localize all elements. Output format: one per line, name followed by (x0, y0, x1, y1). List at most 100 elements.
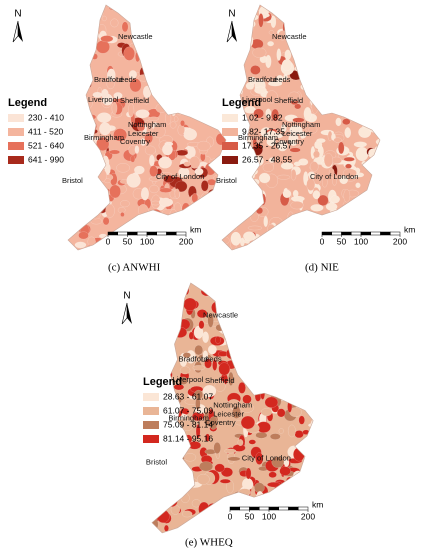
region (196, 473, 210, 485)
region (268, 377, 275, 387)
region (345, 66, 352, 77)
region (333, 44, 343, 49)
region (238, 488, 251, 496)
city-label: Leeds (270, 75, 291, 84)
region (329, 26, 342, 34)
scale-label: 200 (393, 236, 407, 246)
region (288, 91, 300, 102)
city-label: Sheffield (205, 376, 235, 385)
region (336, 86, 350, 93)
region (327, 102, 341, 111)
legend-label: 28.63 - 61.07 (163, 391, 213, 401)
region (302, 79, 312, 91)
region (68, 35, 73, 40)
scale-label: 100 (140, 236, 154, 246)
region (274, 295, 283, 309)
region (226, 347, 239, 360)
legend-swatch (8, 142, 24, 150)
region (199, 26, 206, 38)
region (181, 420, 194, 432)
region (193, 325, 204, 339)
region (102, 217, 110, 226)
region (266, 130, 278, 141)
region (74, 241, 87, 249)
region (285, 298, 296, 306)
region (279, 333, 287, 342)
region (253, 244, 264, 250)
region (228, 219, 239, 225)
region (195, 112, 202, 117)
region (335, 117, 342, 127)
region (368, 61, 380, 76)
region (353, 72, 363, 87)
region (144, 220, 156, 229)
region (202, 88, 213, 103)
region (148, 6, 159, 11)
region (263, 335, 278, 349)
region (215, 199, 226, 213)
region (230, 231, 242, 246)
region (209, 416, 218, 430)
scale-segment (341, 231, 352, 236)
region (152, 345, 158, 353)
region (214, 463, 225, 473)
region (237, 439, 244, 446)
scale-label: 50 (245, 511, 255, 521)
region (347, 26, 358, 40)
region (132, 10, 143, 23)
region (79, 159, 93, 167)
region (258, 13, 264, 28)
region (155, 91, 169, 103)
region (152, 342, 167, 357)
region (242, 478, 254, 491)
region (208, 7, 223, 14)
region (207, 5, 220, 17)
region (326, 5, 336, 16)
region (214, 380, 226, 392)
region (240, 290, 252, 298)
region (222, 51, 226, 58)
region (321, 215, 334, 227)
region (284, 5, 294, 14)
region (368, 27, 376, 34)
region (221, 48, 226, 62)
scale-unit: km (404, 224, 415, 234)
region (191, 45, 205, 54)
region (289, 491, 301, 499)
region (192, 28, 202, 42)
region (374, 19, 380, 33)
legend-label: 26.57 - 48.55 (242, 154, 292, 164)
scale-segment (127, 231, 138, 236)
region (85, 114, 97, 120)
region (319, 45, 327, 54)
region (338, 141, 345, 155)
region (172, 326, 188, 338)
region (305, 214, 316, 226)
region (326, 53, 335, 63)
region (156, 479, 164, 493)
region (331, 156, 342, 164)
region (314, 22, 321, 33)
region (144, 145, 156, 155)
region (265, 345, 278, 356)
region (279, 466, 291, 476)
region (217, 74, 223, 86)
region (87, 209, 94, 218)
region (109, 149, 121, 155)
region (175, 217, 181, 231)
region (164, 524, 169, 532)
region (210, 56, 225, 71)
region (245, 16, 255, 23)
region (374, 167, 380, 178)
region (256, 326, 268, 338)
region (152, 470, 164, 481)
region (216, 192, 226, 207)
region (283, 292, 296, 304)
scale-segment (117, 231, 128, 236)
region (286, 318, 292, 334)
region (296, 371, 309, 380)
region (234, 283, 242, 293)
region (192, 23, 206, 33)
region (78, 5, 87, 16)
region (217, 201, 222, 208)
